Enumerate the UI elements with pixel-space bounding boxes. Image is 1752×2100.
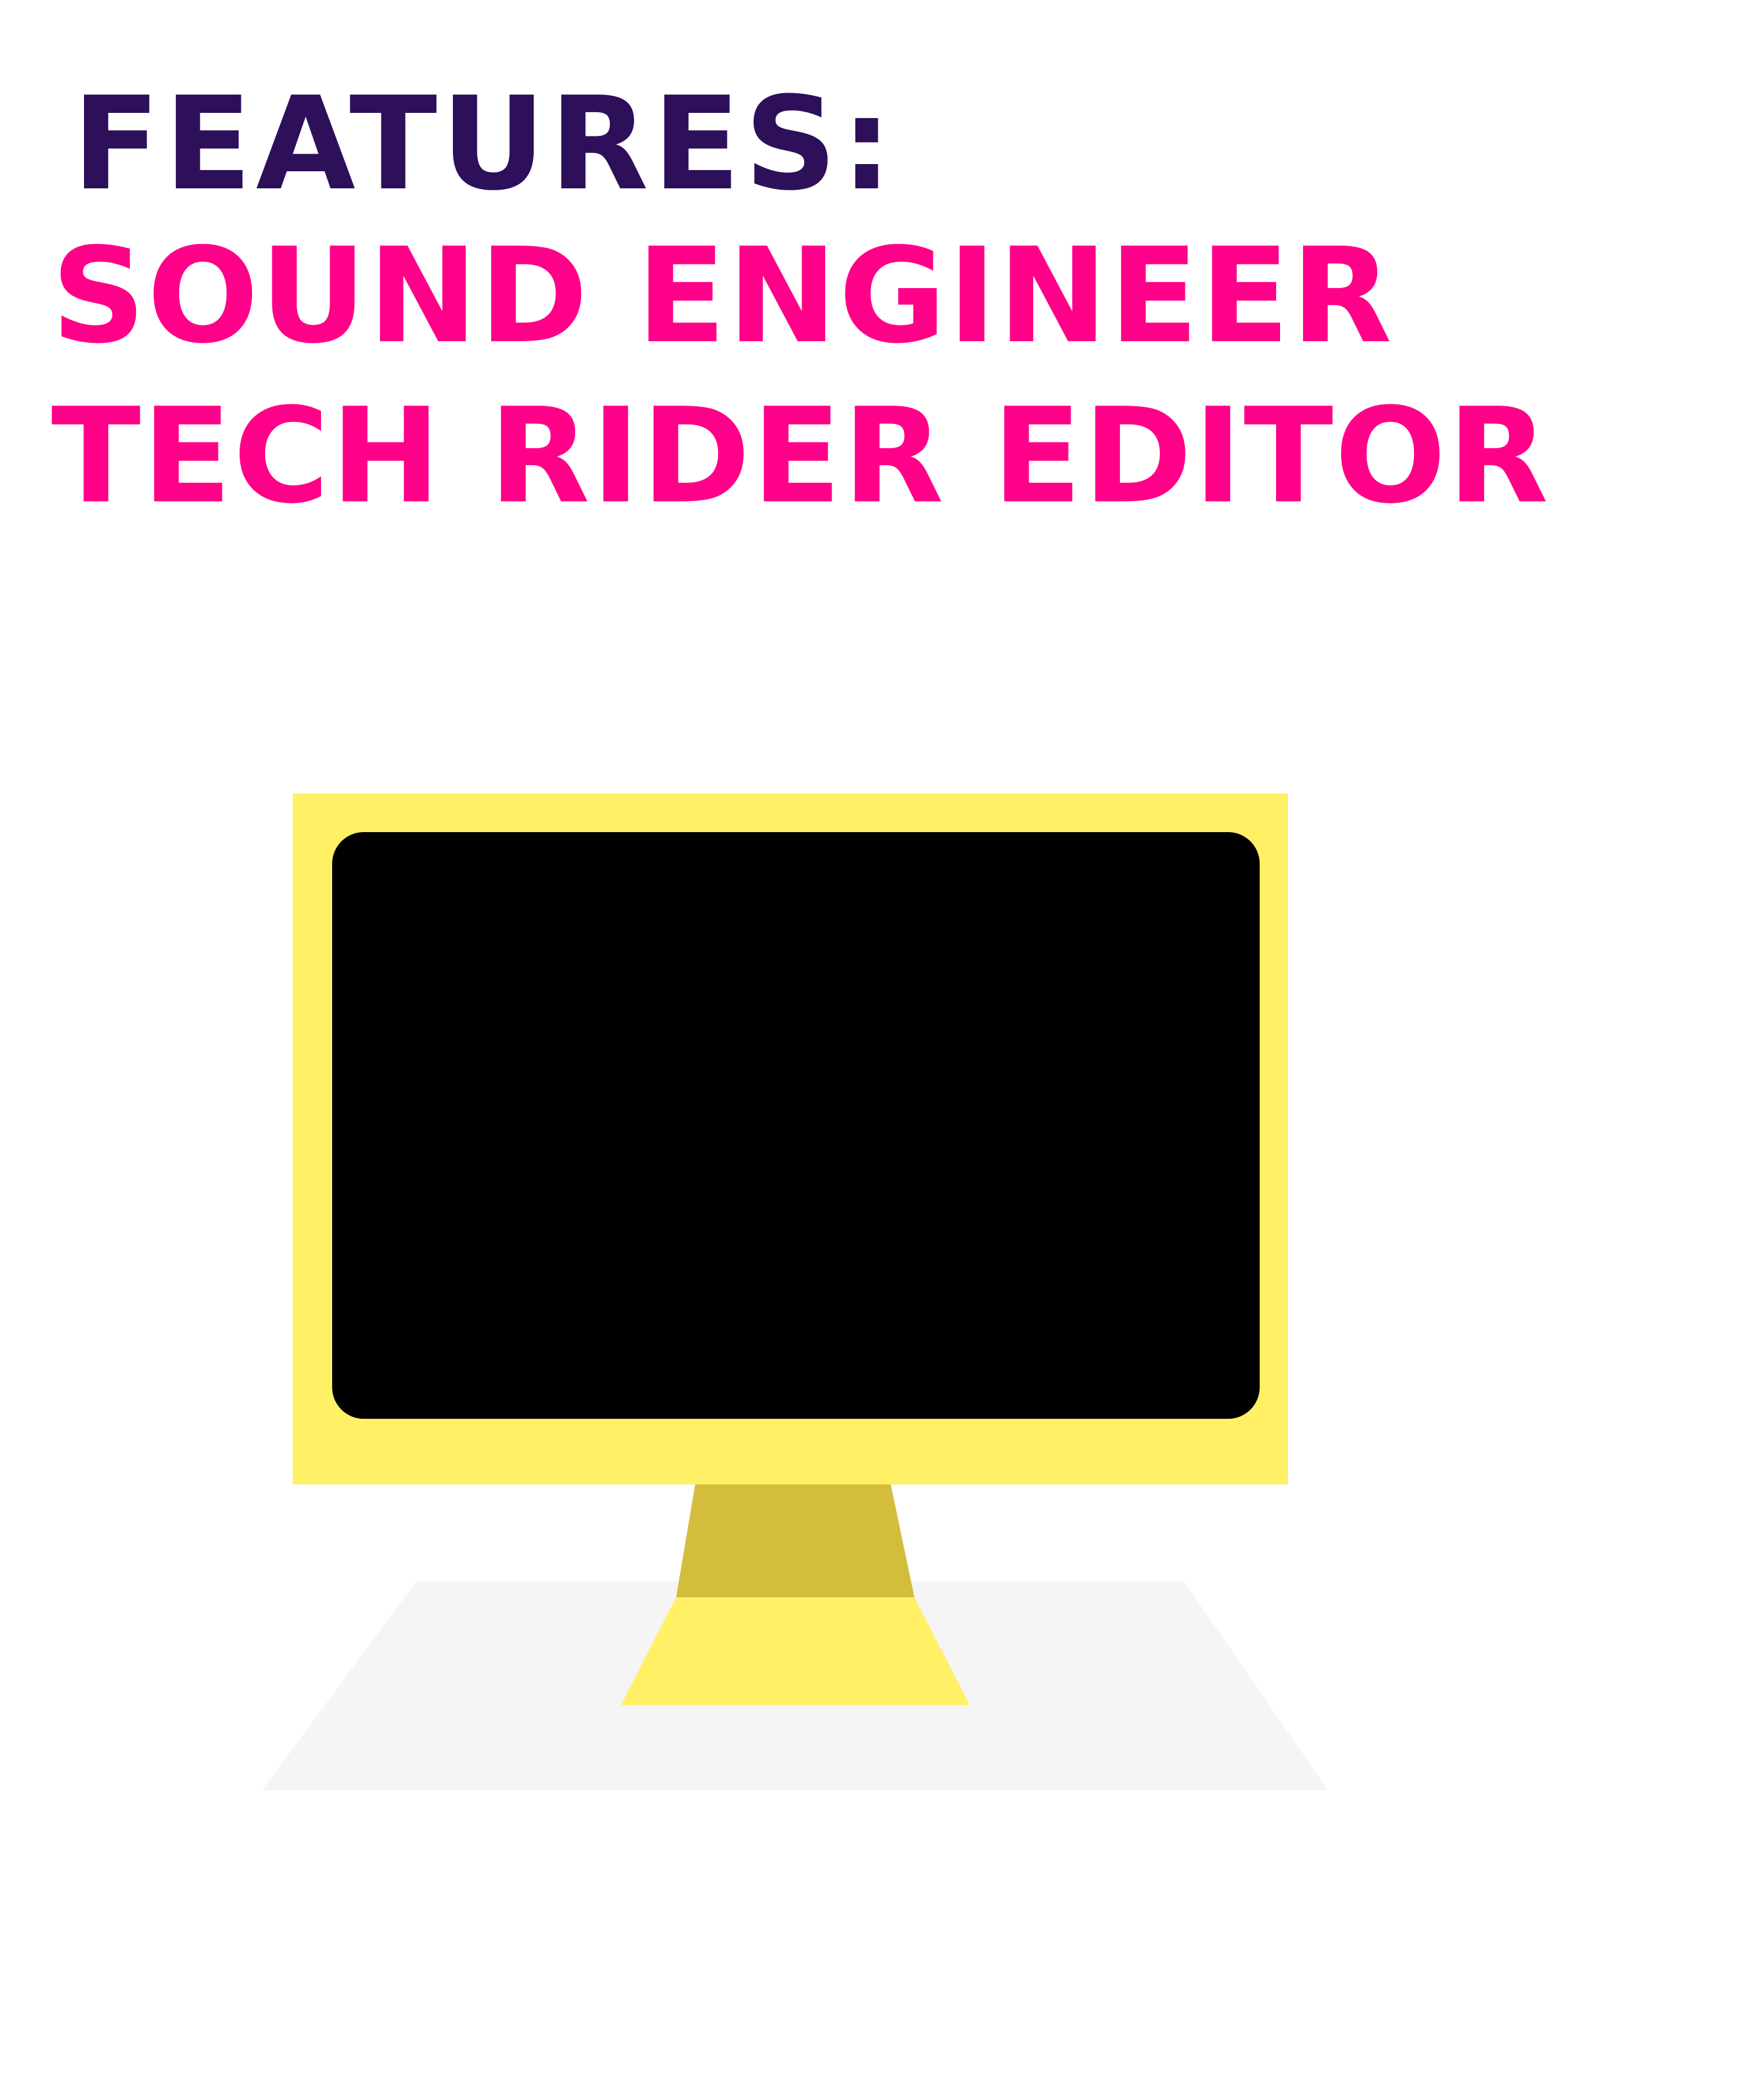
subtitle-line-1: SOUND ENGINEER [51,220,1394,373]
stand-neck [676,1484,914,1597]
monitor-icon [262,793,1328,1790]
stand-base [621,1597,970,1705]
monitor-screen [332,832,1260,1419]
monitor-illustration [0,774,1752,1798]
title-block: FEATURES: SOUND ENGINEER TECH RIDER EDIT… [0,0,1752,538]
subtitle-line-2: TECH RIDER EDITOR [51,380,1550,533]
features-heading: FEATURES: [72,70,897,219]
